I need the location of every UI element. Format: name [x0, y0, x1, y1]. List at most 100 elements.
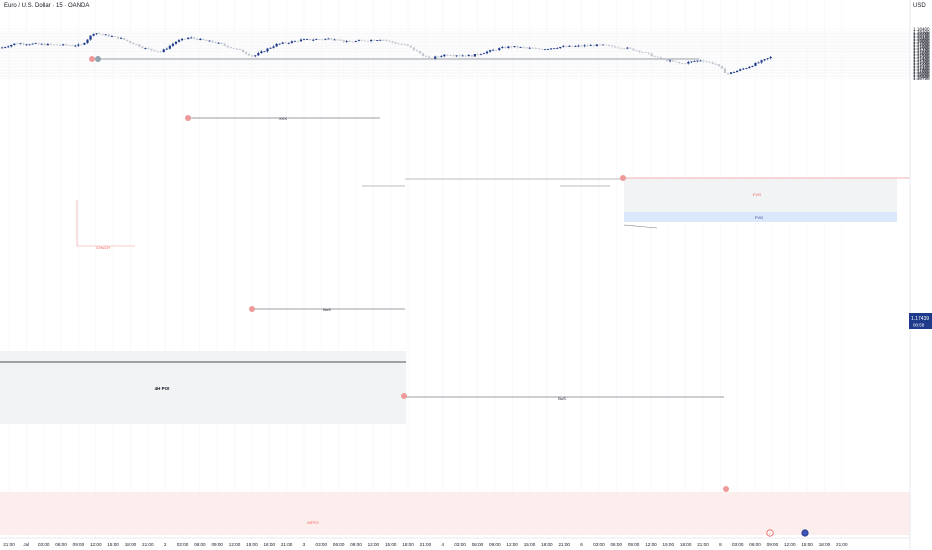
- candle-body: [406, 44, 409, 46]
- price-tick-label: 1.17850: [913, 43, 930, 48]
- candle-body: [4, 47, 7, 48]
- pivot-dot-xxx[interactable]: [185, 115, 191, 121]
- candle-body: [171, 43, 174, 46]
- pivot-dot-high[interactable]: [89, 56, 95, 62]
- candle-body: [58, 45, 62, 46]
- candle-body: [556, 48, 559, 49]
- poi-zone-label: 4H POI: [155, 386, 170, 391]
- candle-body: [135, 44, 138, 45]
- candle-body: [232, 47, 235, 49]
- candle-body: [180, 38, 184, 41]
- candle-body: [254, 55, 257, 57]
- candle-body: [336, 39, 339, 41]
- candle-body: [708, 61, 711, 63]
- time-tick-label: 06:00: [611, 542, 623, 547]
- candle-body: [678, 62, 681, 64]
- event-flag-icon-glyph: ✓: [768, 531, 771, 536]
- symbol-title[interactable]: Euro / U.S. Dollar · 15 · OANDA: [4, 3, 90, 9]
- event-flag-icon[interactable]: [766, 529, 774, 537]
- candle-body: [55, 44, 59, 46]
- price-tick-label: 1.17050: [913, 67, 930, 72]
- candle-body: [403, 44, 406, 46]
- price-tick-label: 1.17250: [913, 61, 930, 66]
- candle-body: [373, 39, 376, 41]
- candle-body: [52, 44, 56, 46]
- candle-body: [162, 49, 165, 53]
- candle-body: [742, 68, 745, 70]
- time-tick-label: 21:00: [3, 542, 15, 547]
- candle-body: [119, 37, 123, 39]
- candle-body: [418, 51, 422, 54]
- candle-body: [284, 42, 287, 44]
- pivot-dot-bos-2[interactable]: [401, 393, 407, 399]
- candle-body: [522, 46, 525, 48]
- candle-body: [248, 53, 251, 56]
- candle-body: [245, 52, 248, 54]
- candle-body: [266, 48, 269, 52]
- candle-body: [217, 42, 220, 44]
- candle-body: [25, 44, 28, 46]
- candle-body: [13, 43, 16, 45]
- candle-body: [720, 65, 723, 69]
- time-tick-label: 09:00: [350, 542, 362, 547]
- time-tick-label: 15:00: [107, 542, 119, 547]
- candle-body: [424, 56, 428, 57]
- bottom-zone: [0, 492, 910, 535]
- price-tick-label: 1.18000: [913, 39, 930, 44]
- time-tick-label: 21:00: [281, 542, 293, 547]
- candle-body: [550, 48, 553, 50]
- candle-body: [467, 55, 470, 57]
- candle-body: [546, 49, 550, 50]
- candle-body: [391, 41, 394, 43]
- candle-body: [553, 48, 556, 50]
- candle-body: [31, 43, 34, 45]
- candle-body: [485, 51, 489, 54]
- candle-body: [638, 50, 641, 52]
- candle-body: [302, 39, 306, 41]
- time-tick-label: 09:00: [489, 542, 501, 547]
- event-dot-icon[interactable]: [801, 529, 809, 537]
- price-tick-label: 1.17400: [913, 56, 930, 61]
- candle-body: [260, 51, 263, 54]
- fvg-zone-lower-label: FVG: [755, 215, 763, 220]
- candle-body: [196, 38, 199, 41]
- candle-body: [653, 56, 656, 58]
- candle-body: [534, 48, 537, 50]
- candle-body: [354, 41, 357, 42]
- candle-body: [199, 38, 202, 41]
- pivot-dot-low[interactable]: [723, 486, 729, 492]
- candle-body: [510, 46, 513, 48]
- time-tick-label: Jul: [23, 542, 29, 547]
- candle-body: [607, 45, 611, 46]
- candle-body: [214, 42, 217, 44]
- time-tick-label: 09:00: [628, 542, 640, 547]
- candle-body: [476, 54, 479, 55]
- candle-body: [455, 55, 458, 57]
- candle-body: [306, 39, 309, 40]
- fvg-zone-upper: [624, 178, 897, 212]
- candle-body: [647, 52, 650, 54]
- candle-body: [449, 55, 452, 56]
- candle-body: [19, 43, 22, 45]
- candle-body: [318, 39, 321, 40]
- price-tick-label: 1.18200: [913, 33, 930, 38]
- price-tick-label: 1.17700: [913, 47, 930, 52]
- price-axis[interactable]: [910, 0, 932, 550]
- pivot-dot-blue[interactable]: [95, 56, 101, 62]
- candle-body: [86, 39, 89, 43]
- time-tick-label: 03:00: [454, 542, 466, 547]
- candle-body: [278, 43, 281, 45]
- candle-body: [726, 73, 730, 74]
- pivot-dot-fvg[interactable]: [620, 175, 626, 181]
- candle-body: [620, 47, 623, 49]
- time-tick-label: 12:00: [368, 542, 380, 547]
- time-tick-label: 2: [164, 542, 167, 547]
- time-tick-label: 12:00: [645, 542, 657, 547]
- candle-body: [208, 40, 211, 42]
- candle-body: [601, 44, 605, 46]
- candle-body: [577, 45, 580, 47]
- candle-body: [107, 34, 110, 37]
- pivot-dot-bos-1[interactable]: [249, 306, 255, 312]
- price-tick-label: 1.17150: [913, 64, 930, 69]
